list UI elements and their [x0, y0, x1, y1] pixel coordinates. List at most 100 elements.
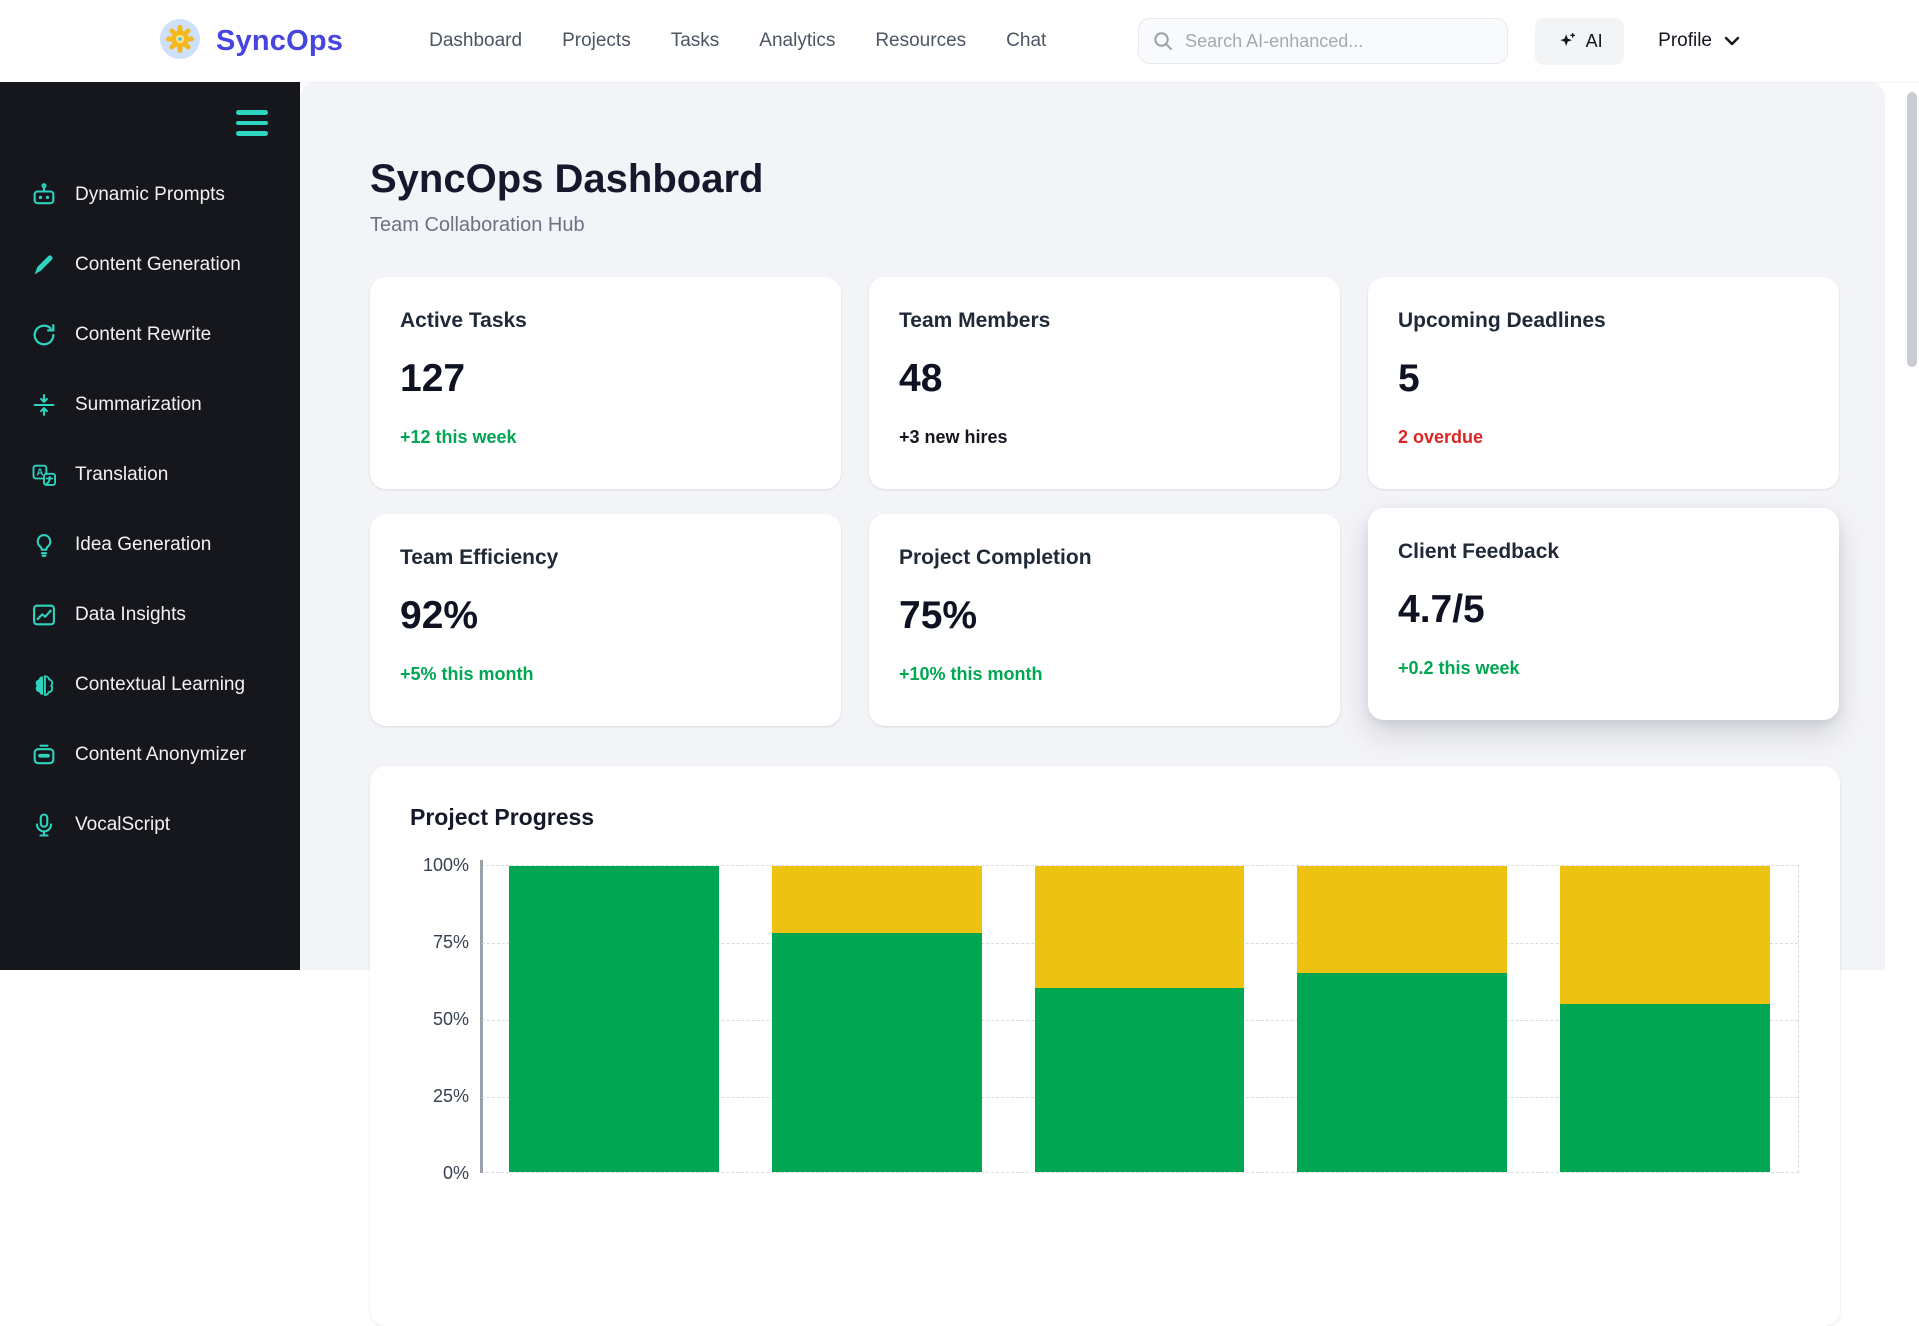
stat-card-title: Upcoming Deadlines — [1398, 309, 1809, 333]
sidebar-item-label: Content Rewrite — [75, 324, 211, 346]
sidebar-item-content-anonymizer[interactable]: Content Anonymizer — [0, 720, 300, 790]
stat-card-value: 92% — [400, 594, 811, 638]
search-icon — [1152, 30, 1174, 52]
sidebar-items: Dynamic Prompts Content Generation Conte… — [0, 160, 300, 860]
sidebar-item-label: VocalScript — [75, 814, 170, 836]
search-input[interactable] — [1138, 18, 1508, 64]
y-tick: 50% — [433, 1009, 469, 1030]
stat-card-value: 5 — [1398, 357, 1809, 401]
progress-bar[interactable] — [509, 866, 719, 1172]
pencil-icon — [30, 251, 58, 279]
stat-card-team-members[interactable]: Team Members 48 +3 new hires — [869, 277, 1340, 489]
y-tick: 100% — [423, 855, 469, 876]
lightbulb-icon — [30, 531, 58, 559]
stat-card-title: Client Feedback — [1398, 540, 1809, 564]
progress-bar[interactable] — [1560, 866, 1770, 1172]
stat-card-delta: +0.2 this week — [1398, 658, 1809, 679]
stat-card-title: Active Tasks — [400, 309, 811, 333]
microphone-icon — [30, 811, 58, 839]
content-panel: SyncOps Dashboard Team Collaboration Hub… — [300, 82, 1885, 970]
main-content: SyncOps Dashboard Team Collaboration Hub… — [300, 82, 1919, 970]
bar-segment-remaining — [1560, 866, 1770, 1004]
stat-card-project-completion[interactable]: Project Completion 75% +10% this month — [869, 514, 1340, 726]
robot-icon — [30, 181, 58, 209]
stat-card-title: Team Members — [899, 309, 1310, 333]
nav-link-projects[interactable]: Projects — [562, 30, 631, 52]
stat-card-value: 4.7/5 — [1398, 588, 1809, 632]
translate-icon: A — [30, 461, 58, 489]
main-nav: Dashboard Projects Tasks Analytics Resou… — [429, 30, 1046, 52]
search — [1138, 18, 1508, 64]
refresh-icon — [30, 321, 58, 349]
bar-segment-remaining — [772, 866, 982, 933]
sidebar-item-label: Dynamic Prompts — [75, 184, 225, 206]
stat-card-value: 75% — [899, 594, 1310, 638]
sidebar-item-contextual-learning[interactable]: Contextual Learning — [0, 650, 300, 720]
stat-card-delta: +10% this month — [899, 664, 1310, 685]
sidebar-item-label: Summarization — [75, 394, 202, 416]
stat-card-active-tasks[interactable]: Active Tasks 127 +12 this week — [370, 277, 841, 489]
sidebar-item-label: Content Generation — [75, 254, 241, 276]
sidebar-item-data-insights[interactable]: Data Insights — [0, 580, 300, 650]
sidebar-item-label: Contextual Learning — [75, 674, 245, 696]
stat-card-title: Project Completion — [899, 546, 1310, 570]
top-navbar: SyncOps Dashboard Projects Tasks Analyti… — [0, 0, 1919, 82]
nav-link-chat[interactable]: Chat — [1006, 30, 1046, 52]
ai-button[interactable]: AI — [1535, 18, 1624, 65]
sidebar: Dynamic Prompts Content Generation Conte… — [0, 82, 300, 970]
stat-card-delta: +3 new hires — [899, 427, 1310, 448]
y-tick: 0% — [443, 1163, 469, 1184]
brand[interactable]: SyncOps — [158, 17, 343, 66]
stat-card-grid: Active Tasks 127 +12 this week Team Memb… — [370, 277, 1840, 726]
scrollbar[interactable] — [1907, 92, 1917, 367]
compress-icon — [30, 391, 58, 419]
hamburger-menu-icon[interactable] — [236, 110, 268, 136]
page-title: SyncOps Dashboard — [370, 157, 1840, 202]
anonymizer-robot-icon — [30, 741, 58, 769]
sidebar-item-translation[interactable]: A Translation — [0, 440, 300, 510]
nav-link-tasks[interactable]: Tasks — [671, 30, 720, 52]
sidebar-item-dynamic-prompts[interactable]: Dynamic Prompts — [0, 160, 300, 230]
sidebar-item-label: Translation — [75, 464, 168, 486]
progress-bar[interactable] — [1297, 866, 1507, 1172]
stat-card-delta: +12 this week — [400, 427, 811, 448]
chart-bars — [482, 866, 1798, 1172]
bar-segment-completed — [509, 866, 719, 1172]
brand-name: SyncOps — [216, 25, 343, 58]
sidebar-item-vocalscript[interactable]: VocalScript — [0, 790, 300, 860]
nav-link-resources[interactable]: Resources — [875, 30, 966, 52]
stat-card-value: 48 — [899, 357, 1310, 401]
bar-segment-remaining — [1297, 866, 1507, 973]
chart-y-axis-labels: 100% 75% 50% 25% 0% — [410, 865, 481, 1173]
progress-bar[interactable] — [772, 866, 982, 1172]
chevron-down-icon — [1721, 30, 1743, 52]
sidebar-item-idea-generation[interactable]: Idea Generation — [0, 510, 300, 580]
nav-link-dashboard[interactable]: Dashboard — [429, 30, 522, 52]
stat-card-team-efficiency[interactable]: Team Efficiency 92% +5% this month — [370, 514, 841, 726]
y-tick: 75% — [433, 932, 469, 953]
sparkle-icon — [1557, 31, 1577, 51]
sidebar-item-content-rewrite[interactable]: Content Rewrite — [0, 300, 300, 370]
stat-card-delta: +5% this month — [400, 664, 811, 685]
profile-menu[interactable]: Profile — [1658, 30, 1743, 52]
stat-card-upcoming-deadlines[interactable]: Upcoming Deadlines 5 2 overdue — [1368, 277, 1839, 489]
ai-button-label: AI — [1586, 31, 1603, 52]
sidebar-item-summarization[interactable]: Summarization — [0, 370, 300, 440]
progress-bar[interactable] — [1035, 866, 1245, 1172]
stat-card-delta: 2 overdue — [1398, 427, 1809, 448]
chart-plot-area — [481, 865, 1799, 1173]
syncops-logo-icon — [158, 17, 202, 66]
bar-segment-completed — [1035, 988, 1245, 1172]
stat-card-client-feedback[interactable]: Client Feedback 4.7/5 +0.2 this week — [1368, 508, 1839, 720]
bar-segment-completed — [1297, 973, 1507, 1172]
bar-segment-remaining — [1035, 866, 1245, 988]
nav-link-analytics[interactable]: Analytics — [759, 30, 835, 52]
stat-card-value: 127 — [400, 357, 811, 401]
stat-card-title: Team Efficiency — [400, 546, 811, 570]
sidebar-item-content-generation[interactable]: Content Generation — [0, 230, 300, 300]
y-tick: 25% — [433, 1086, 469, 1107]
svg-text:A: A — [36, 467, 43, 478]
brain-icon — [30, 671, 58, 699]
progress-section-title: Project Progress — [410, 804, 1800, 831]
bar-segment-completed — [772, 933, 982, 1172]
